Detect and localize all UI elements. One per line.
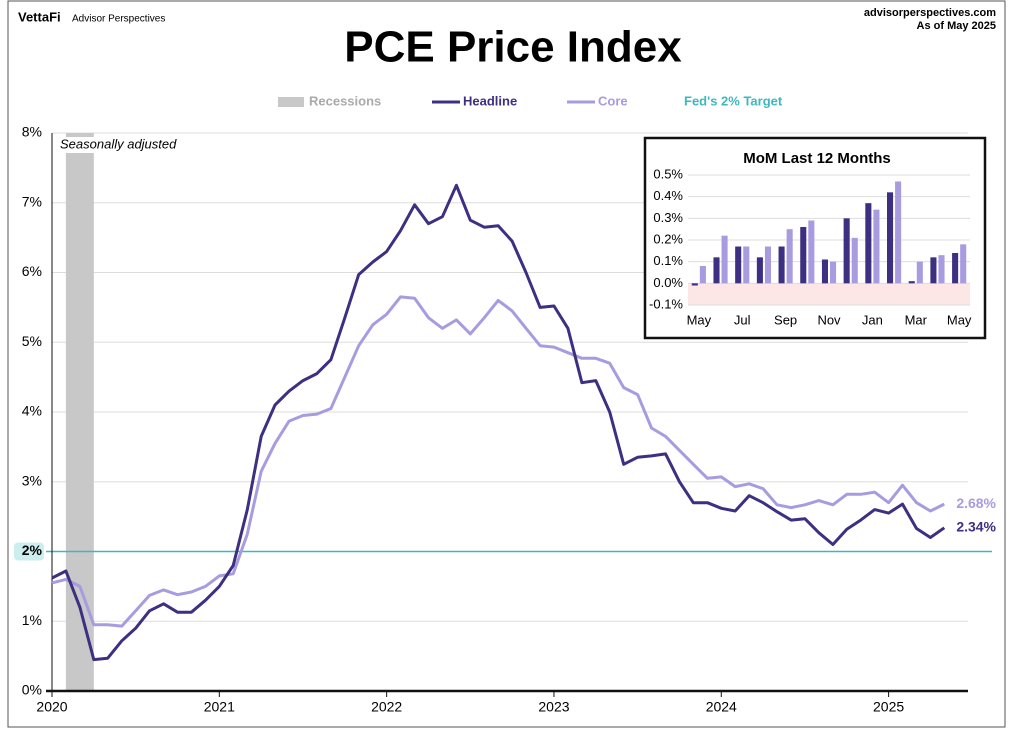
y-tick-label: 0% — [22, 682, 42, 698]
bar — [916, 261, 923, 284]
x-tick-label: 2020 — [36, 699, 67, 715]
site: advisorperspectives.com — [864, 7, 996, 19]
bar — [786, 229, 793, 284]
x-tick-label: Nov — [817, 312, 841, 327]
bar — [908, 281, 915, 284]
x-tick-label: Mar — [905, 312, 928, 327]
legend-label: Fed's 2% Target — [684, 93, 783, 108]
bar — [930, 257, 937, 284]
bar — [938, 255, 945, 284]
x-tick-label: Jan — [862, 312, 883, 327]
y-tick-label: 0.5% — [653, 166, 683, 181]
bar — [873, 209, 880, 284]
inset-title: MoM Last 12 Months — [743, 150, 891, 167]
bar — [851, 237, 858, 284]
bar — [865, 203, 872, 284]
bar — [887, 192, 894, 284]
chart-title: PCE Price Index — [344, 23, 682, 72]
bar — [699, 266, 706, 284]
y-tick-label: 3% — [22, 472, 42, 488]
as-of: As of May 2025 — [917, 20, 996, 32]
series-line — [51, 183, 946, 662]
y-tick-label: 0.1% — [653, 253, 683, 268]
y-tick-label: -0.1% — [649, 296, 683, 311]
bar — [743, 246, 750, 284]
y-tick-label: 5% — [22, 333, 42, 349]
y-tick-label: 0.0% — [653, 275, 683, 290]
y-tick-label: 0.3% — [653, 210, 683, 225]
bar — [830, 261, 837, 284]
x-tick-label: Sep — [774, 312, 797, 327]
brand-sub: Advisor Perspectives — [72, 14, 165, 25]
inset-frame — [643, 136, 987, 340]
recession-band — [65, 133, 94, 691]
bar — [691, 283, 698, 286]
legend-swatch — [278, 97, 304, 107]
legend-label: Core — [598, 93, 628, 108]
tick-highlight — [14, 542, 44, 561]
x-tick-label: 2024 — [706, 699, 737, 715]
y-tick-label: 0.4% — [653, 188, 683, 203]
y-tick-label: 2% — [22, 542, 43, 558]
x-tick-label: 2021 — [204, 699, 235, 715]
y-tick-label: 8% — [22, 124, 42, 140]
annotation-bg — [58, 137, 180, 153]
x-tick-label: 2025 — [873, 699, 904, 715]
frame — [7, 0, 1006, 728]
legend-label: Headline — [463, 93, 517, 108]
bar — [713, 257, 720, 284]
bar — [721, 235, 728, 284]
y-tick-label: 4% — [22, 403, 42, 419]
bar — [895, 181, 902, 284]
end-label: 2.34% — [956, 518, 996, 534]
x-tick-label: 2022 — [371, 699, 402, 715]
bar — [800, 227, 807, 284]
x-tick-label: 2023 — [538, 699, 569, 715]
bar — [756, 257, 763, 284]
y-tick-label: 1% — [22, 612, 42, 628]
bar — [808, 220, 815, 284]
end-label: 2.68% — [956, 495, 996, 511]
bar — [735, 246, 742, 284]
legend-label: Recessions — [309, 93, 381, 108]
x-tick-label: May — [947, 312, 972, 327]
negative-zone — [688, 283, 970, 305]
bar — [821, 259, 828, 284]
y-tick-label: 7% — [22, 193, 42, 209]
y-tick-label: 6% — [22, 263, 42, 279]
y-tick-label: 0.2% — [653, 231, 683, 246]
x-tick-label: May — [687, 312, 712, 327]
bar — [960, 244, 967, 284]
bar — [843, 218, 850, 284]
series-line — [51, 295, 945, 628]
bar — [952, 253, 959, 284]
bar — [778, 246, 785, 284]
brand: VettaFi — [18, 9, 61, 24]
bar — [764, 246, 771, 284]
annotation: Seasonally adjusted — [60, 136, 177, 151]
x-tick-label: Jul — [734, 312, 751, 327]
